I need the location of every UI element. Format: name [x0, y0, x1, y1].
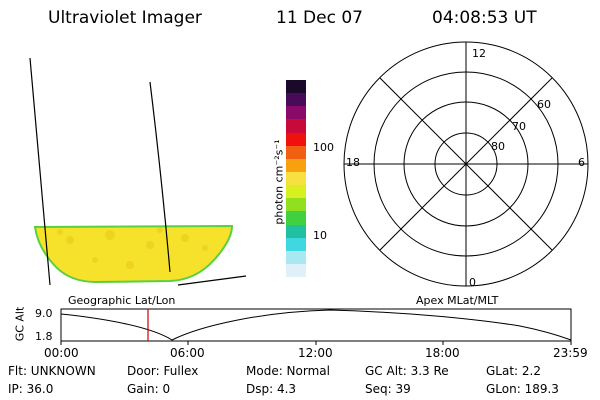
timeline-xtick-2359: 23:59	[553, 346, 588, 360]
polar-circle-outer	[343, 41, 589, 287]
colorbar-tick-10: 10	[313, 229, 327, 242]
geo-panel-caption: Geographic Lat/Lon	[68, 294, 176, 307]
info-ip: IP: 36.0	[8, 382, 54, 396]
colorbar-swatch	[286, 119, 306, 133]
colorbar-gradient	[286, 80, 306, 278]
polar-circle-70	[403, 101, 529, 227]
instrument-title: Ultraviolet Imager	[48, 8, 202, 28]
timeline-ytick-high: 9.0	[35, 307, 53, 320]
timeline-xtick-1200: 12:00	[298, 346, 333, 360]
orbit-altitude-curve	[60, 309, 572, 341]
mlt-label-6: 6	[578, 156, 585, 169]
colorbar-swatch	[286, 250, 306, 264]
colorbar-swatch	[286, 211, 306, 225]
timeline-ylabel: GC Alt	[13, 306, 27, 342]
colorbar-swatch	[286, 263, 306, 278]
colorbar-swatch	[286, 145, 306, 159]
info-glon: GLon: 189.3	[486, 382, 559, 396]
timeline-xtick-0000: 00:00	[44, 346, 79, 360]
time-label: 04:08:53 UT	[432, 8, 537, 28]
colorbar-swatch	[286, 93, 306, 107]
info-dsp: Dsp: 4.3	[246, 382, 297, 396]
mlt-label-12: 12	[472, 47, 486, 60]
colorbar-swatch	[286, 198, 306, 212]
mlat-label-70: 70	[512, 120, 526, 133]
timeline-xtick-0600: 06:00	[170, 346, 205, 360]
info-gc-alt: GC Alt: 3.3 Re	[365, 364, 449, 378]
geo-image-speckle	[57, 227, 208, 269]
colorbar-swatch	[286, 106, 306, 120]
timeline-frame	[60, 308, 572, 342]
colorbar-swatch	[286, 132, 306, 146]
timeline-xtick-1800: 18:00	[425, 346, 460, 360]
colorbar-swatch	[286, 237, 306, 251]
colorbar-swatch	[286, 224, 306, 238]
mlat-label-60: 60	[537, 98, 551, 111]
info-gain: Gain: 0	[127, 382, 171, 396]
mlat-label-80: 80	[491, 140, 505, 153]
colorbar-swatch	[286, 80, 306, 94]
date-label: 11 Dec 07	[276, 8, 363, 28]
geo-meridian-line-2	[149, 81, 171, 273]
polar-circle-60	[373, 71, 559, 257]
timeline-ytick-low: 1.8	[35, 330, 53, 343]
polar-diagonal-1	[379, 77, 553, 251]
info-glat: GLat: 2.2	[486, 364, 541, 378]
colorbar	[286, 80, 306, 278]
info-mode: Mode: Normal	[246, 364, 330, 378]
polar-panel-caption: Apex MLat/MLT	[416, 294, 499, 307]
colorbar-tick-100: 100	[313, 141, 334, 154]
mlt-label-18: 18	[346, 156, 360, 169]
colorbar-swatch	[286, 158, 306, 172]
geo-meridian-line-1	[29, 57, 51, 286]
polar-circle-80	[434, 132, 498, 196]
colorbar-unit-label: photon cm⁻²s⁻¹	[272, 139, 286, 225]
geo-image-fill	[33, 224, 234, 284]
geo-parallel-line	[177, 275, 247, 286]
info-door: Door: Fullex	[127, 364, 199, 378]
mlt-label-0: 0	[469, 276, 476, 289]
polar-diagonal-2	[379, 77, 553, 251]
info-seq: Seq: 39	[365, 382, 411, 396]
info-flight: Flt: UNKNOWN	[8, 364, 96, 378]
colorbar-swatch	[286, 171, 306, 186]
colorbar-swatch	[286, 185, 306, 199]
